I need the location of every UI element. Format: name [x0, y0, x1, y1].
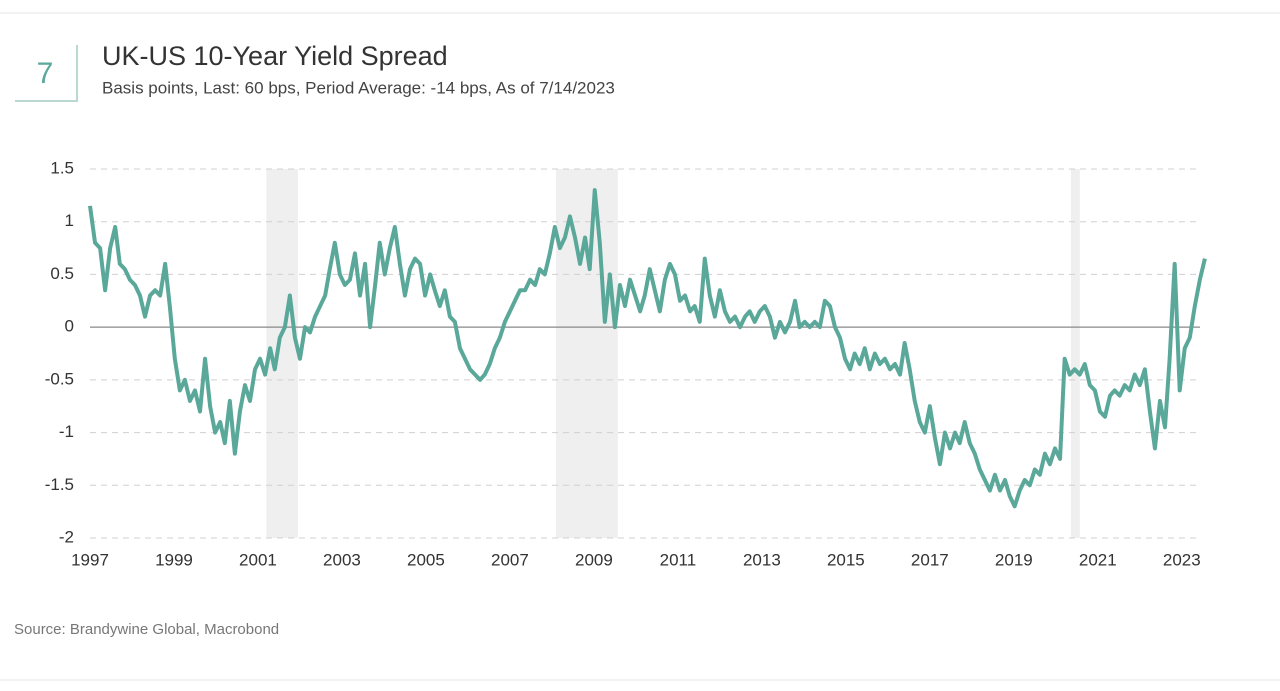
x-tick-label: 2003 — [323, 550, 361, 569]
y-tick-label: 1.5 — [50, 158, 74, 177]
y-tick-label: -1 — [59, 422, 74, 441]
x-tick-label: 1997 — [71, 550, 109, 569]
y-tick-label: 1 — [65, 211, 74, 230]
x-tick-label: 2023 — [1163, 550, 1201, 569]
figure-number: 7 — [37, 57, 54, 90]
y-tick-label: -2 — [59, 527, 74, 546]
shaded-range — [556, 169, 618, 538]
chart-subtitle: Basis points, Last: 60 bps, Period Avera… — [102, 78, 615, 97]
y-tick-label: 0.5 — [50, 264, 74, 283]
y-tick-label: -1.5 — [45, 475, 74, 494]
x-tick-label: 2007 — [491, 550, 529, 569]
chart-title: UK-US 10-Year Yield Spread — [102, 41, 448, 71]
x-tick-label: 2019 — [995, 550, 1033, 569]
number-box — [15, 45, 78, 102]
x-tick-label: 2001 — [239, 550, 277, 569]
source-note: Source: Brandywine Global, Macrobond — [14, 621, 279, 638]
x-tick-label: 2005 — [407, 550, 445, 569]
y-tick-label: -0.5 — [45, 369, 74, 388]
x-tick-label: 1999 — [155, 550, 193, 569]
x-tick-label: 2021 — [1079, 550, 1117, 569]
x-tick-label: 2017 — [911, 550, 949, 569]
y-tick-label: 0 — [65, 317, 74, 336]
series-line — [88, 188, 1207, 509]
x-tick-label: 2009 — [575, 550, 613, 569]
x-tick-label: 2013 — [743, 550, 781, 569]
shaded-range — [1070, 169, 1080, 538]
x-tick-label: 2011 — [660, 550, 697, 569]
x-tick-label: 2015 — [827, 550, 865, 569]
